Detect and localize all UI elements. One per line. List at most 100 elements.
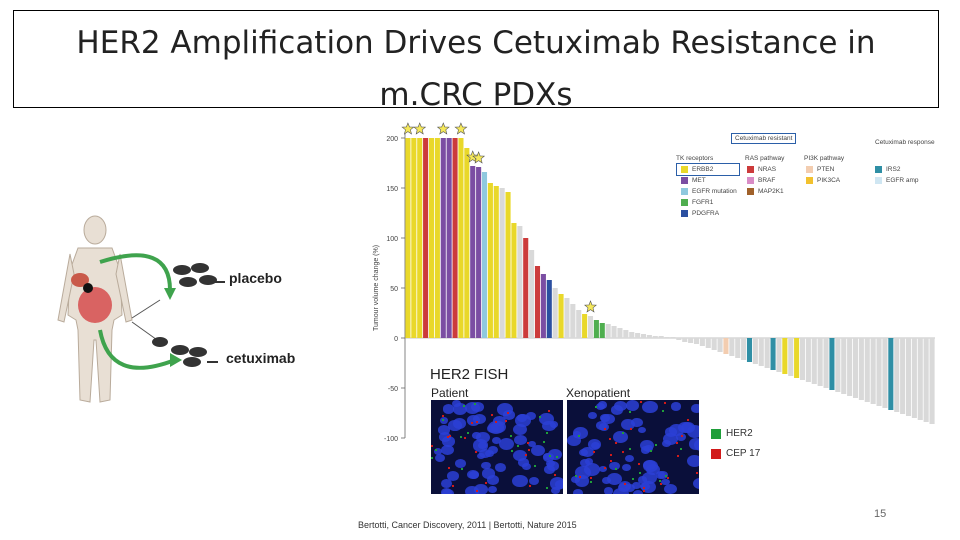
- waterfall-bar: [676, 338, 682, 340]
- citation: Bertotti, Cancer Discovery, 2011 | Berto…: [358, 520, 577, 530]
- legend-swatch: [681, 177, 688, 184]
- nucleus: [655, 471, 666, 479]
- waterfall-bar: [782, 338, 788, 374]
- waterfall-bar: [788, 338, 794, 376]
- fish-signal: [638, 463, 641, 466]
- y-tick-label: 200: [386, 136, 398, 143]
- nucleus: [434, 454, 446, 463]
- waterfall-bar: [552, 288, 558, 338]
- fish-signal: [609, 453, 612, 456]
- nucleus: [607, 473, 622, 485]
- nucleus: [662, 432, 678, 445]
- fish-signal: [475, 421, 478, 424]
- waterfall-bar: [658, 336, 664, 338]
- nucleus: [442, 404, 455, 414]
- fish-signal: [553, 473, 556, 476]
- legend-item-pi3k: PIK3CA: [806, 177, 840, 184]
- waterfall-bar: [823, 338, 829, 388]
- nucleus: [481, 461, 492, 470]
- waterfall-bar: [723, 338, 729, 354]
- nucleus: [661, 478, 670, 486]
- waterfall-bar: [570, 304, 576, 338]
- fish-signal: [666, 477, 669, 480]
- y-tick-label: 150: [386, 186, 398, 193]
- waterfall-bar: [817, 338, 823, 386]
- waterfall-bar: [476, 167, 482, 338]
- patient-to-mice-diagram: [57, 215, 225, 403]
- nucleus: [598, 465, 608, 473]
- cetuximab-label: cetuximab: [226, 350, 296, 366]
- waterfall-bar: [629, 332, 635, 338]
- nucleus: [543, 464, 556, 475]
- fish-signal: [614, 467, 617, 470]
- fish-signal: [664, 402, 667, 405]
- waterfall-bar: [688, 338, 694, 343]
- waterfall-bar: [923, 338, 929, 422]
- waterfall-bar: [440, 138, 446, 338]
- waterfall-bar: [829, 338, 835, 390]
- nucleus: [613, 431, 629, 443]
- waterfall-bar: [764, 338, 770, 368]
- waterfall-bar: [870, 338, 876, 404]
- waterfall-bar: [711, 338, 717, 350]
- fish-signal: [631, 477, 634, 480]
- fish-signal: [451, 484, 454, 487]
- legend-label: BRAF: [758, 177, 776, 184]
- nucleus: [440, 487, 453, 494]
- waterfall-bar: [493, 186, 499, 338]
- nucleus: [494, 463, 506, 473]
- waterfall-bar: [611, 326, 617, 338]
- waterfall-bar: [864, 338, 870, 402]
- legend-label: EGFR mutation: [692, 188, 737, 195]
- fish-signal: [642, 487, 645, 490]
- fish-signal: [686, 418, 689, 421]
- waterfall-bar: [452, 138, 458, 338]
- fish-signal: [474, 451, 477, 454]
- legend-item-tk: FGFR1: [681, 199, 713, 206]
- nucleus: [554, 479, 563, 490]
- nucleus: [447, 471, 459, 481]
- fish-signal: [676, 441, 679, 444]
- waterfall-bar: [605, 324, 611, 338]
- legend-swatch: [681, 210, 688, 217]
- fish-signal: [695, 471, 698, 474]
- her2-legend-label: HER2: [726, 428, 753, 439]
- fish-signal: [642, 489, 645, 492]
- waterfall-bar: [428, 138, 435, 338]
- nucleus: [691, 404, 699, 413]
- nucleus: [538, 413, 554, 425]
- waterfall-bar: [770, 338, 776, 370]
- nucleus: [610, 405, 624, 415]
- nucleus: [487, 475, 500, 486]
- nucleus: [433, 448, 443, 456]
- legend-item-pi3k: PTEN: [806, 166, 834, 173]
- nucleus: [471, 401, 484, 412]
- legend-swatch: [681, 166, 688, 173]
- waterfall-bar: [599, 323, 605, 338]
- legend-swatch: [747, 188, 754, 195]
- nucleus: [689, 438, 699, 450]
- waterfall-bar: [888, 338, 894, 410]
- fish-signal: [640, 401, 643, 404]
- resistance-star-icon: [454, 122, 468, 135]
- legend-label: MET: [692, 177, 706, 184]
- nucleus: [518, 458, 530, 468]
- nucleus: [609, 461, 620, 471]
- fish-signal: [510, 449, 513, 452]
- fish-legend-item-her2: HER2: [711, 428, 760, 439]
- waterfall-bar: [847, 338, 853, 396]
- y-tick-label: -100: [384, 436, 398, 443]
- fish-signal: [577, 434, 580, 437]
- waterfall-bar: [858, 338, 864, 400]
- waterfall-bar: [505, 192, 511, 338]
- chart-legend: Cetuximab resistant TK receptors ERBB2 MET E…: [671, 131, 941, 231]
- fish-signal: [473, 402, 476, 405]
- fish-signal: [507, 412, 510, 415]
- nucleus: [567, 434, 581, 446]
- waterfall-bar: [729, 338, 735, 356]
- y-tick-label: 50: [390, 286, 398, 293]
- waterfall-bar: [929, 338, 935, 424]
- waterfall-bar: [470, 166, 476, 338]
- fish-signal: [609, 438, 611, 441]
- legend-label: PTEN: [817, 166, 835, 173]
